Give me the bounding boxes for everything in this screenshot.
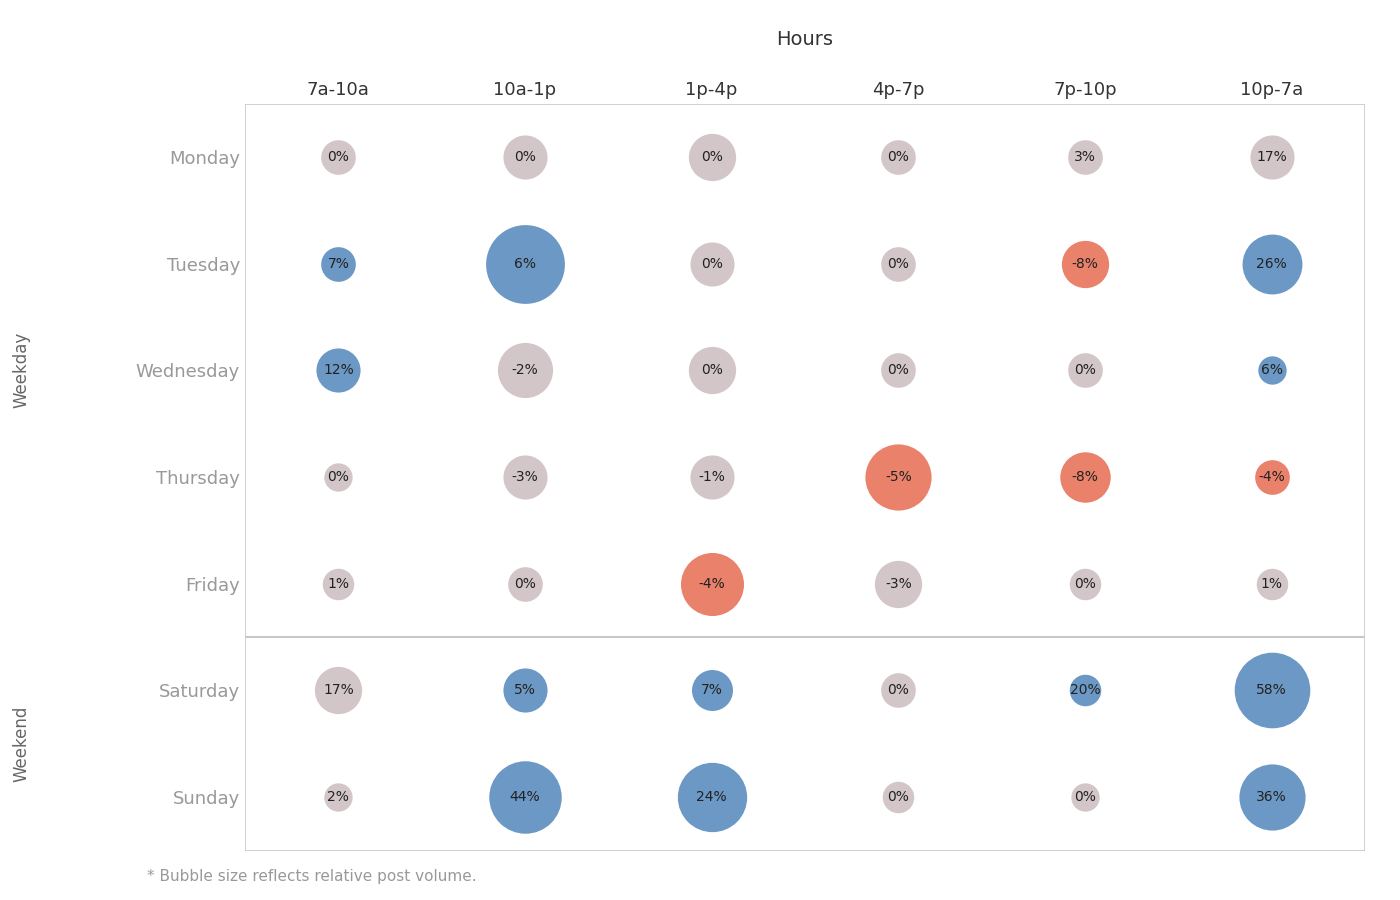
Text: 0%: 0% <box>514 577 536 590</box>
Point <box>888 256 910 271</box>
Text: 0%: 0% <box>701 150 722 164</box>
Text: -3%: -3% <box>511 470 539 484</box>
Text: -5%: -5% <box>885 470 911 484</box>
Point <box>888 363 910 377</box>
Point <box>1074 149 1096 164</box>
Text: -8%: -8% <box>1071 470 1099 484</box>
Text: 0%: 0% <box>888 150 909 164</box>
Text: Weekday: Weekday <box>13 332 29 409</box>
Point <box>888 577 910 591</box>
Point <box>514 790 536 805</box>
Text: 5%: 5% <box>514 683 536 698</box>
Point <box>1260 363 1282 377</box>
Point <box>514 363 536 377</box>
Point <box>514 256 536 271</box>
Point <box>1074 790 1096 805</box>
Point <box>1260 790 1282 805</box>
Text: 36%: 36% <box>1256 790 1287 804</box>
Point <box>328 790 350 805</box>
Point <box>1074 256 1096 271</box>
Text: 7%: 7% <box>328 256 349 271</box>
Point <box>514 577 536 591</box>
Text: 0%: 0% <box>888 256 909 271</box>
Point <box>1260 683 1282 698</box>
Text: 0%: 0% <box>1074 364 1096 377</box>
Text: * Bubble size reflects relative post volume.: * Bubble size reflects relative post vol… <box>147 868 476 884</box>
Point <box>700 149 722 164</box>
Text: 0%: 0% <box>514 150 536 164</box>
Text: -3%: -3% <box>885 577 911 590</box>
Point <box>1074 470 1096 484</box>
Text: 0%: 0% <box>888 790 909 804</box>
Point <box>700 363 722 377</box>
Text: 0%: 0% <box>701 364 722 377</box>
Point <box>514 149 536 164</box>
Point <box>700 790 722 805</box>
Point <box>888 470 910 484</box>
Point <box>1074 363 1096 377</box>
Point <box>1260 470 1282 484</box>
Text: 0%: 0% <box>1074 790 1096 804</box>
Text: 17%: 17% <box>323 683 354 698</box>
Point <box>328 149 350 164</box>
Text: 7%: 7% <box>701 683 722 698</box>
Point <box>888 149 910 164</box>
Text: 44%: 44% <box>510 790 540 804</box>
Text: 0%: 0% <box>328 470 349 484</box>
Text: Weekend: Weekend <box>13 706 29 782</box>
Text: 0%: 0% <box>888 683 909 698</box>
Text: 1%: 1% <box>328 577 350 590</box>
Point <box>328 256 350 271</box>
Point <box>1074 683 1096 698</box>
Text: -2%: -2% <box>511 364 539 377</box>
Point <box>514 470 536 484</box>
Text: -1%: -1% <box>699 470 725 484</box>
Text: 26%: 26% <box>1256 256 1287 271</box>
Point <box>888 790 910 805</box>
Text: 3%: 3% <box>1074 150 1096 164</box>
Title: Hours: Hours <box>777 31 833 50</box>
Point <box>328 577 350 591</box>
Text: 0%: 0% <box>1074 577 1096 590</box>
Text: 6%: 6% <box>1260 364 1282 377</box>
Point <box>1260 149 1282 164</box>
Text: 0%: 0% <box>328 150 349 164</box>
Text: 17%: 17% <box>1256 150 1287 164</box>
Point <box>328 683 350 698</box>
Point <box>1260 256 1282 271</box>
Point <box>700 577 722 591</box>
Text: -8%: -8% <box>1071 256 1099 271</box>
Text: 0%: 0% <box>888 364 909 377</box>
Text: 6%: 6% <box>514 256 536 271</box>
Text: 0%: 0% <box>701 256 722 271</box>
Text: 24%: 24% <box>696 790 727 804</box>
Text: 1%: 1% <box>1260 577 1282 590</box>
Point <box>700 470 722 484</box>
Text: 12%: 12% <box>323 364 354 377</box>
Point <box>328 363 350 377</box>
Point <box>888 683 910 698</box>
Point <box>700 256 722 271</box>
Text: 2%: 2% <box>328 790 349 804</box>
Point <box>1260 577 1282 591</box>
Point <box>1074 577 1096 591</box>
Point <box>514 683 536 698</box>
Text: 20%: 20% <box>1070 683 1100 698</box>
Text: -4%: -4% <box>1259 470 1285 484</box>
Text: 58%: 58% <box>1256 683 1287 698</box>
Point <box>328 470 350 484</box>
Text: -4%: -4% <box>699 577 725 590</box>
Point <box>700 683 722 698</box>
